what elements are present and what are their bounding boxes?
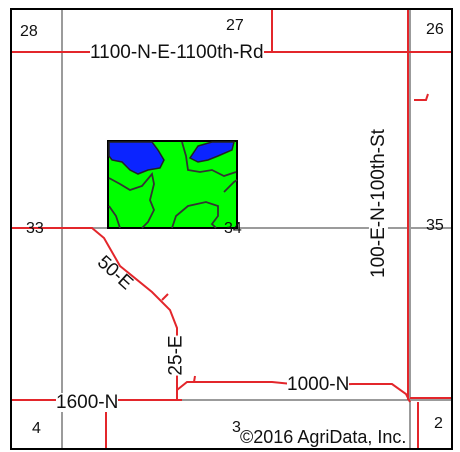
water-area-west	[108, 141, 165, 175]
section-number-35: 35	[426, 217, 444, 234]
section-number-34: 34	[224, 220, 242, 237]
section-number-27: 27	[226, 17, 244, 34]
contour-line	[108, 205, 121, 229]
road-label-mid: 25-E	[165, 335, 187, 376]
section-number-3: 3	[232, 419, 241, 436]
water-area-east	[188, 141, 235, 163]
road-west-spur	[12, 227, 178, 400]
contour-line	[171, 201, 219, 229]
copyright-notice: ©2016 AgriData, Inc.	[240, 427, 407, 447]
contour-line	[181, 141, 237, 177]
road-south-tick	[193, 375, 196, 383]
section-number-33: 33	[26, 220, 44, 237]
section-number-4: 4	[32, 420, 41, 437]
road-label-east: 100-E-N-100th-St	[367, 129, 389, 278]
contour-line	[223, 179, 238, 193]
road-label-south-east: 1000-N	[287, 374, 350, 395]
section-number-28: 28	[20, 23, 38, 40]
road-east-tick	[414, 93, 429, 101]
section-number-2: 2	[434, 415, 443, 432]
road-label-south-west: 1600-N	[56, 392, 119, 413]
section-number-26: 26	[426, 21, 444, 38]
road-diag-tick	[161, 293, 169, 301]
road-label-north: 1100-N-E-1100th-Rd	[90, 42, 264, 63]
contour-line	[108, 171, 155, 229]
map-frame: 28 27 26 33 34 35 4 3 2 1100-N-E-1100th-…	[10, 8, 453, 450]
